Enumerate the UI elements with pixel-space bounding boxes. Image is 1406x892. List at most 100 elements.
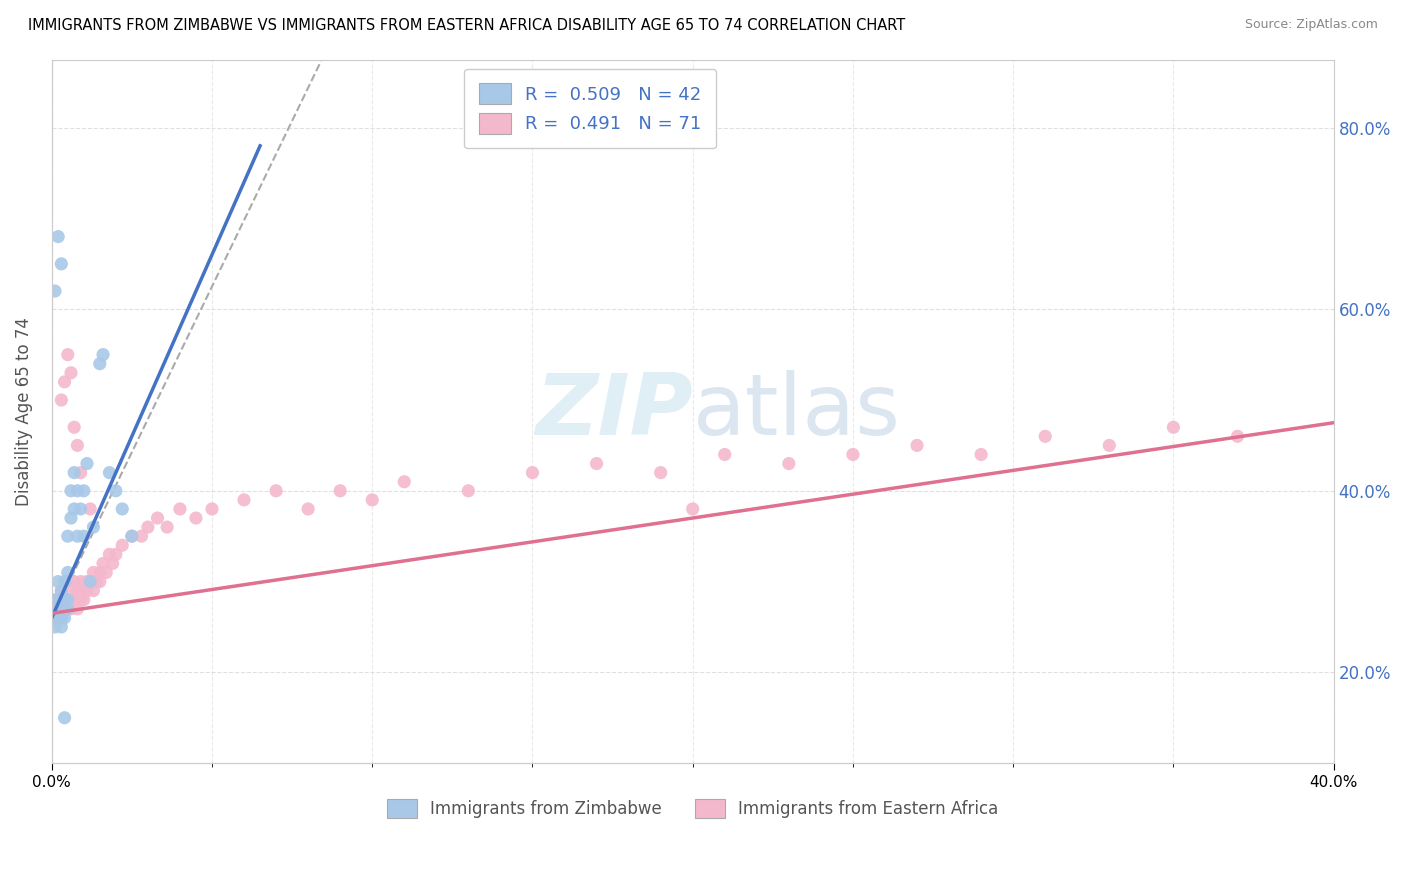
Point xyxy=(69,574,91,589)
Point xyxy=(131,529,153,543)
Point xyxy=(44,620,66,634)
Point xyxy=(56,592,79,607)
Point xyxy=(63,466,86,480)
Point xyxy=(53,611,76,625)
Point xyxy=(56,348,79,362)
Point xyxy=(104,547,127,561)
Point xyxy=(56,592,79,607)
Legend: Immigrants from Zimbabwe, Immigrants from Eastern Africa: Immigrants from Zimbabwe, Immigrants fro… xyxy=(380,793,1005,825)
Point xyxy=(46,574,69,589)
Point xyxy=(53,592,76,607)
Point xyxy=(51,611,73,625)
Point xyxy=(44,602,66,616)
Point xyxy=(53,602,76,616)
Point xyxy=(66,583,89,598)
Point xyxy=(905,438,928,452)
Point xyxy=(63,502,86,516)
Point xyxy=(98,466,121,480)
Point xyxy=(184,511,207,525)
Point xyxy=(79,574,101,589)
Point xyxy=(46,592,69,607)
Point xyxy=(66,438,89,452)
Point xyxy=(44,611,66,625)
Point xyxy=(82,520,104,534)
Point xyxy=(51,602,73,616)
Point xyxy=(201,502,224,516)
Point xyxy=(59,483,82,498)
Point xyxy=(46,611,69,625)
Point xyxy=(76,583,98,598)
Point xyxy=(82,566,104,580)
Point xyxy=(66,602,89,616)
Point xyxy=(89,566,111,580)
Point xyxy=(89,357,111,371)
Point xyxy=(156,520,179,534)
Point xyxy=(1033,429,1056,443)
Point xyxy=(1226,429,1249,443)
Point xyxy=(66,529,89,543)
Point xyxy=(76,457,98,471)
Point xyxy=(59,602,82,616)
Point xyxy=(66,483,89,498)
Point xyxy=(51,620,73,634)
Point xyxy=(101,557,124,571)
Point xyxy=(56,602,79,616)
Point xyxy=(53,592,76,607)
Point xyxy=(86,574,108,589)
Point xyxy=(51,611,73,625)
Point xyxy=(53,711,76,725)
Point xyxy=(56,602,79,616)
Point xyxy=(91,348,114,362)
Point xyxy=(79,574,101,589)
Text: Source: ZipAtlas.com: Source: ZipAtlas.com xyxy=(1244,18,1378,31)
Point xyxy=(53,375,76,389)
Point xyxy=(233,492,256,507)
Point xyxy=(44,284,66,298)
Point xyxy=(51,583,73,598)
Point xyxy=(1163,420,1185,434)
Y-axis label: Disability Age 65 to 74: Disability Age 65 to 74 xyxy=(15,317,32,506)
Point xyxy=(79,502,101,516)
Point xyxy=(394,475,416,489)
Point xyxy=(73,483,96,498)
Point xyxy=(297,502,319,516)
Point xyxy=(585,457,607,471)
Point xyxy=(91,557,114,571)
Point xyxy=(970,448,993,462)
Point xyxy=(69,466,91,480)
Point xyxy=(59,583,82,598)
Point xyxy=(63,592,86,607)
Point xyxy=(121,529,143,543)
Point xyxy=(136,520,159,534)
Point xyxy=(361,492,384,507)
Point xyxy=(51,257,73,271)
Point xyxy=(682,502,704,516)
Point xyxy=(46,229,69,244)
Point xyxy=(169,502,191,516)
Point xyxy=(73,583,96,598)
Point xyxy=(76,574,98,589)
Point xyxy=(1098,438,1121,452)
Point xyxy=(111,538,134,552)
Point xyxy=(69,502,91,516)
Point xyxy=(264,483,287,498)
Point xyxy=(96,566,118,580)
Point xyxy=(111,502,134,516)
Point xyxy=(73,529,96,543)
Point xyxy=(46,611,69,625)
Point xyxy=(713,448,735,462)
Point xyxy=(63,420,86,434)
Point xyxy=(146,511,169,525)
Point xyxy=(46,592,69,607)
Point xyxy=(98,547,121,561)
Point xyxy=(522,466,544,480)
Text: IMMIGRANTS FROM ZIMBABWE VS IMMIGRANTS FROM EASTERN AFRICA DISABILITY AGE 65 TO : IMMIGRANTS FROM ZIMBABWE VS IMMIGRANTS F… xyxy=(28,18,905,33)
Point xyxy=(329,483,352,498)
Point xyxy=(63,574,86,589)
Point xyxy=(46,602,69,616)
Text: ZIP: ZIP xyxy=(536,370,693,453)
Point xyxy=(104,483,127,498)
Point xyxy=(53,574,76,589)
Point xyxy=(44,592,66,607)
Point xyxy=(69,592,91,607)
